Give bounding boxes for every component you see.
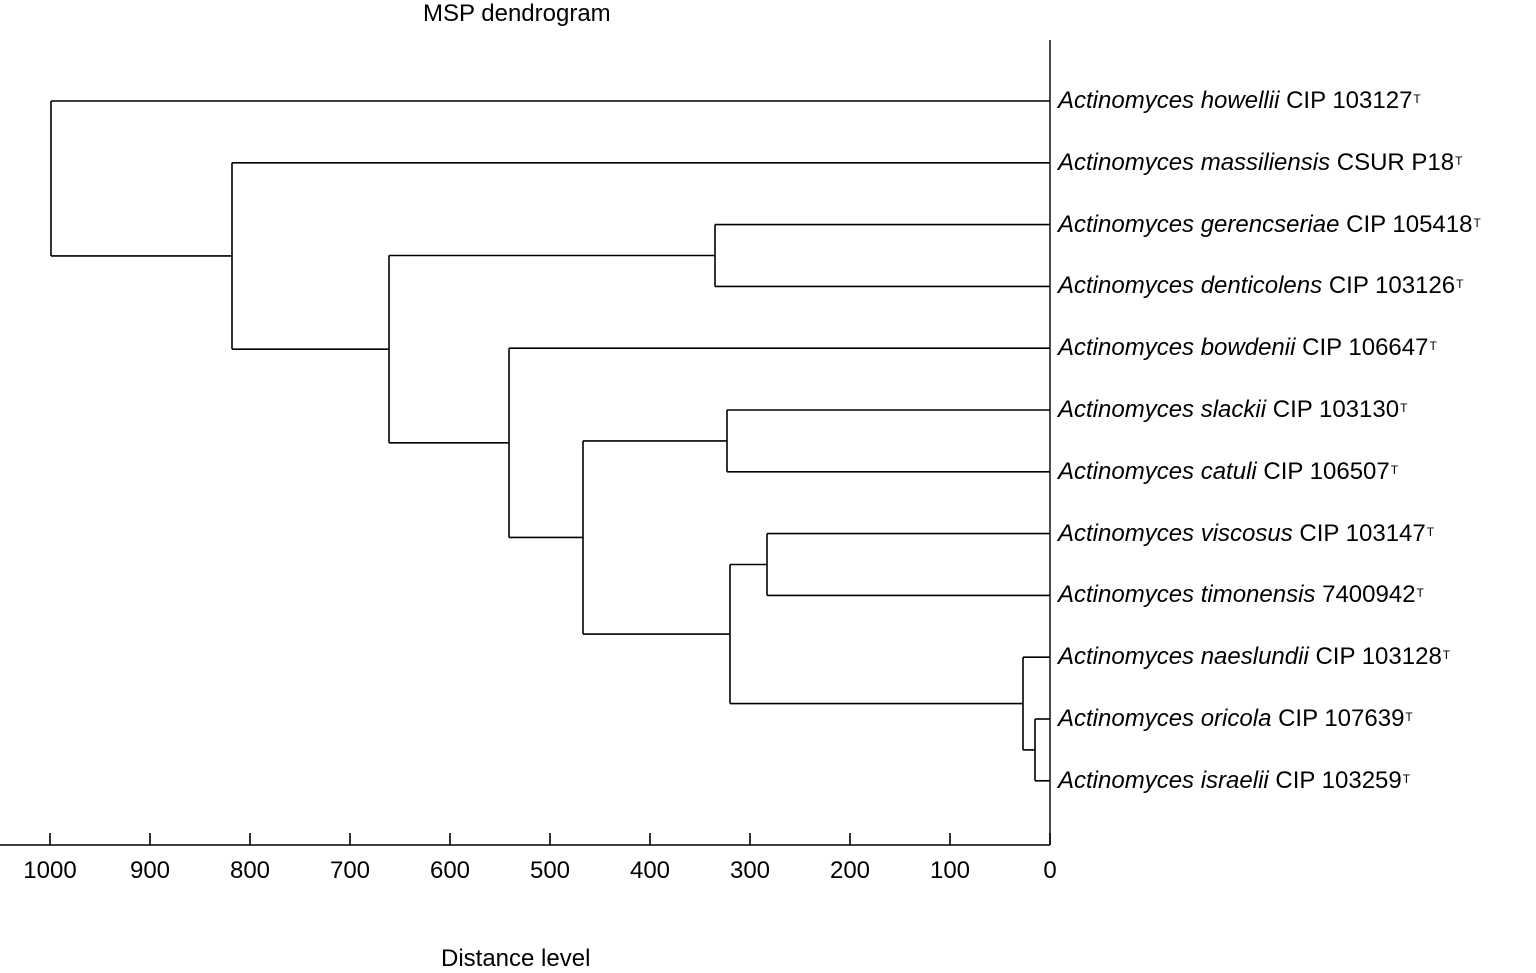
type-strain-marker: T (1456, 277, 1464, 292)
leaf-label: Actinomyces israelii CIP 103259T (1058, 767, 1410, 795)
species-name: Actinomyces gerencseriae (1058, 210, 1340, 238)
type-strain-marker: T (1413, 92, 1421, 106)
x-tick-label: 600 (429, 857, 471, 884)
leaf-label: Actinomyces massiliensis CSUR P18T (1058, 149, 1462, 177)
strain-id: CIP 106507 (1263, 457, 1390, 485)
species-name: Actinomyces israelii (1058, 766, 1269, 794)
leaf-label: Actinomyces gerencseriae CIP 105418T (1058, 211, 1481, 239)
species-name: Actinomyces slackii (1058, 396, 1267, 423)
leaf-label: Actinomyces bowdenii CIP 106647T (1058, 334, 1437, 362)
type-strain-marker: T (1429, 339, 1437, 354)
strain-id: CIP 103130 (1272, 396, 1400, 423)
leaf-label: Actinomyces oricola CIP 107639T (1058, 705, 1413, 733)
species-name: Actinomyces timonensis (1058, 581, 1316, 609)
x-tick-label: 700 (329, 857, 371, 884)
species-name: Actinomyces howellii (1058, 87, 1280, 114)
leaf-label: Actinomyces slackii CIP 103130T (1058, 396, 1407, 424)
species-name: Actinomyces oricola (1058, 705, 1272, 732)
type-strain-marker: T (1442, 648, 1451, 663)
species-name: Actinomyces bowdenii (1058, 334, 1296, 362)
leaf-label: Actinomyces denticolens CIP 103126T (1058, 272, 1463, 300)
species-name: Actinomyces denticolens (1058, 272, 1323, 300)
strain-id: CIP 103128 (1315, 643, 1442, 671)
species-name: Actinomyces massiliensis (1058, 148, 1331, 176)
leaf-label: Actinomyces timonensis 7400942T (1058, 581, 1424, 609)
species-name: Actinomyces naeslundii (1058, 643, 1309, 671)
strain-id: CIP 103259 (1275, 766, 1402, 794)
leaf-label: Actinomyces catuli CIP 106507T (1058, 458, 1398, 486)
strain-id: CIP 103147 (1299, 519, 1426, 547)
type-strain-marker: T (1426, 524, 1435, 539)
type-strain-marker: T (1405, 710, 1413, 724)
type-strain-marker: T (1390, 462, 1399, 477)
x-tick-label: 800 (229, 857, 271, 884)
x-tick-label: 100 (929, 857, 971, 884)
species-name: Actinomyces viscosus (1058, 519, 1293, 547)
leaf-label: Actinomyces howellii CIP 103127T (1058, 87, 1421, 115)
strain-id: CIP 107639 (1278, 705, 1405, 732)
strain-id: CSUR P18 (1336, 148, 1455, 176)
type-strain-marker: T (1416, 586, 1424, 601)
strain-id: CIP 103127 (1286, 87, 1413, 114)
x-tick-label: 1000 (23, 857, 77, 884)
x-axis-label: Distance level (441, 945, 591, 972)
x-tick-label: 0 (1043, 857, 1057, 884)
chart-title: MSP dendrogram (423, 0, 611, 27)
strain-id: CIP 105418 (1346, 210, 1473, 238)
x-tick-label: 200 (829, 857, 871, 884)
species-name: Actinomyces catuli (1058, 457, 1257, 485)
x-tick-label: 300 (729, 857, 771, 884)
type-strain-marker: T (1455, 153, 1463, 168)
x-tick-label: 500 (529, 857, 571, 884)
strain-id: 7400942 (1322, 581, 1416, 609)
x-tick-label: 900 (129, 857, 171, 884)
strain-id: CIP 106647 (1302, 334, 1429, 362)
type-strain-marker: T (1473, 215, 1481, 230)
x-tick-label: 400 (629, 857, 671, 884)
leaf-label: Actinomyces naeslundii CIP 103128T (1058, 643, 1450, 671)
type-strain-marker: T (1402, 771, 1411, 786)
type-strain-marker: T (1400, 401, 1408, 415)
leaf-label: Actinomyces viscosus CIP 103147T (1058, 520, 1434, 548)
strain-id: CIP 103126 (1328, 272, 1456, 300)
